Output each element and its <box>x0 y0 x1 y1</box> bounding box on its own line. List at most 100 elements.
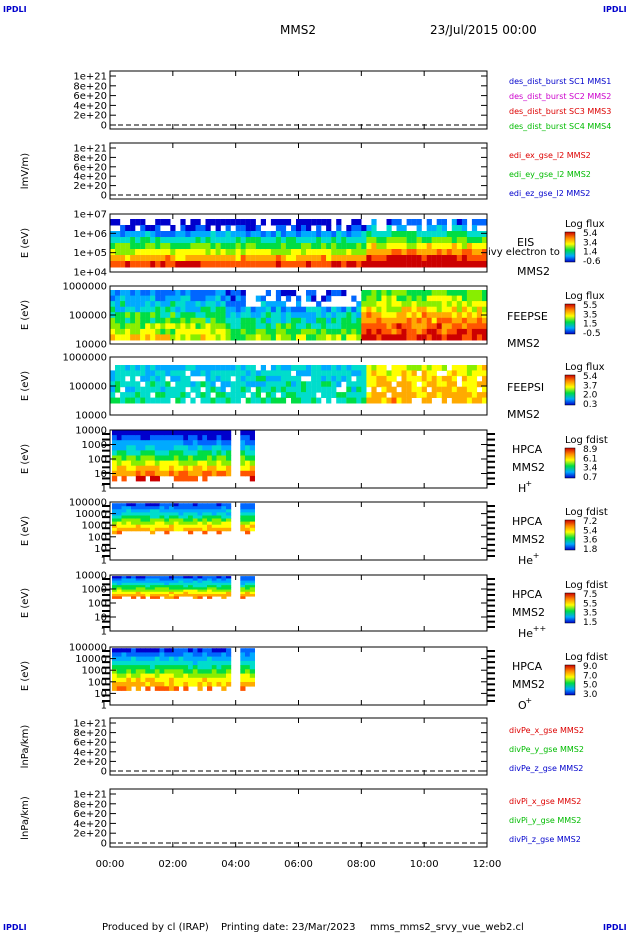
y-tick-label: 4e+20 <box>73 172 107 183</box>
spectrogram-cell <box>436 295 442 302</box>
spectrogram-cell <box>411 323 417 330</box>
spectrogram-cell <box>145 306 151 313</box>
spacecraft-label: MMS2 <box>512 606 545 619</box>
spectrogram-cell <box>190 261 196 268</box>
spectrogram-cell <box>165 249 171 256</box>
spectrogram-cell <box>482 328 488 335</box>
spectrogram-cell <box>431 370 437 377</box>
spectrogram-cell <box>159 594 165 597</box>
spectrogram-cell <box>131 512 137 516</box>
spectrogram-cell <box>240 656 246 662</box>
spectrogram-cell <box>311 312 317 319</box>
spectrogram-cell <box>169 682 175 687</box>
spectrogram-cell <box>346 334 352 341</box>
spectrogram-cell <box>135 578 141 581</box>
spectrogram-cell <box>456 261 462 268</box>
spectrogram-cell <box>291 225 297 232</box>
spectrogram-cell <box>145 334 151 341</box>
spectrogram-cell <box>188 521 194 526</box>
spectrogram-cell <box>326 219 332 226</box>
spectrogram-cell <box>285 365 292 371</box>
spectrogram-cell <box>126 652 132 657</box>
spectrogram-cell <box>421 317 427 324</box>
spectrogram-cell <box>164 509 170 513</box>
spectrogram-cell <box>185 375 191 382</box>
spectrogram-cell <box>183 475 189 482</box>
spectrogram-cell <box>170 290 176 297</box>
spectrogram-cell <box>125 237 131 244</box>
spectrogram-cell <box>183 512 189 516</box>
spectrogram-cell <box>160 328 166 335</box>
spectrogram-cell <box>130 243 136 250</box>
spectrogram-cell <box>140 445 146 451</box>
spectrogram-cell <box>326 392 332 398</box>
spectrogram-cell <box>376 323 382 330</box>
spectrogram-cell <box>431 334 437 341</box>
spectrogram-cell <box>130 386 136 393</box>
spectrogram-cell <box>169 587 175 590</box>
spectrogram-cell <box>255 306 261 313</box>
spectrogram-cell <box>371 375 377 382</box>
spectrogram-cell <box>291 397 297 404</box>
spectrogram-cell <box>150 527 156 532</box>
spectrogram-cell <box>291 375 297 382</box>
spectrogram-cell <box>466 328 473 335</box>
spectrogram-cell <box>197 527 203 532</box>
spectrogram-cell <box>451 386 457 393</box>
spectrogram-cell <box>280 328 287 335</box>
spectrogram-cell <box>216 660 222 666</box>
spectrogram-cell <box>250 219 256 226</box>
y-tick-label: 1 <box>101 627 107 638</box>
spectrogram-cell <box>235 392 241 398</box>
spectrogram-cell <box>197 578 203 581</box>
spectrogram-cell <box>173 682 179 687</box>
spectrogram-cell <box>126 582 132 586</box>
spectrogram-cell <box>197 430 203 436</box>
spectrogram-cell <box>316 370 322 377</box>
spectrogram-cell <box>165 261 171 268</box>
spectrogram-cell <box>154 430 160 436</box>
spectrogram-cell <box>250 370 256 377</box>
spectrogram-cell <box>280 306 287 313</box>
spectrogram-cell <box>121 509 127 513</box>
spectrogram-cell <box>316 317 322 324</box>
spectrogram-cell <box>396 317 402 324</box>
spectrogram-cell <box>396 261 402 268</box>
spectrogram-cell <box>456 397 462 404</box>
spectrogram-cell <box>285 231 292 238</box>
y-tick-label: 100000 <box>69 643 107 654</box>
spectrogram-cell <box>471 255 478 262</box>
spectrogram-cell <box>406 243 412 250</box>
spectrogram-cell <box>216 455 222 461</box>
spectrogram-cell <box>366 334 372 341</box>
spectrogram-cell <box>215 295 221 302</box>
spectrogram-cell <box>275 249 282 256</box>
spectrogram-cell <box>371 243 377 250</box>
y-tick-label: 100 <box>88 532 107 543</box>
spectrogram-cell <box>285 290 292 297</box>
colorbar-tick: 1.8 <box>583 545 598 555</box>
spectrogram-cell <box>270 375 277 382</box>
spectrogram-cell <box>110 392 116 398</box>
spectrogram-cell <box>416 334 422 341</box>
colorbar-tick: 5.4 <box>583 372 598 382</box>
spectrogram-cell <box>346 243 352 250</box>
footer-print-date: Printing date: 23/Mar/2023 <box>221 922 356 933</box>
spectrogram-cell <box>240 515 246 519</box>
spectrogram-cell <box>331 255 337 262</box>
spectrogram-cell <box>326 317 332 324</box>
spectrogram-cell <box>226 665 232 670</box>
spectrogram-cell <box>216 591 222 595</box>
spectrogram-cell <box>126 518 132 522</box>
spectrogram-cell <box>366 392 372 398</box>
spectrogram-cell <box>195 370 201 377</box>
y-tick-label: 1e+21 <box>73 72 107 83</box>
spectrogram-cell <box>235 306 241 313</box>
spectrogram-cell <box>178 503 184 507</box>
spectrogram-cell <box>326 323 332 330</box>
spectrogram-cell <box>150 261 156 268</box>
spectrogram-cell <box>173 665 179 670</box>
spectrogram-cell <box>356 397 362 404</box>
spectrogram-cell <box>301 237 307 244</box>
spectrogram-cell <box>366 249 372 256</box>
